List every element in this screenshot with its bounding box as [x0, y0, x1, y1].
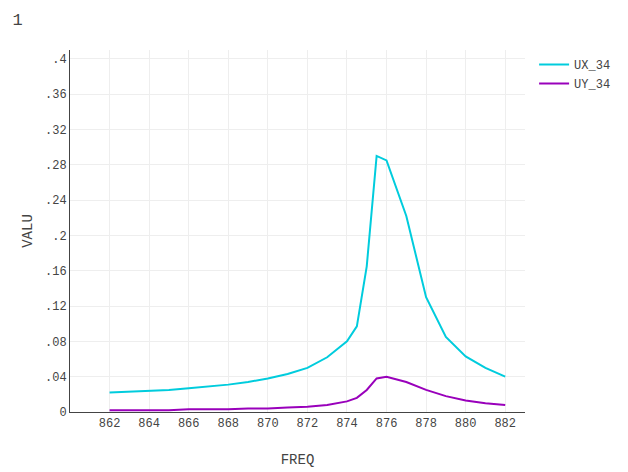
svg-text:.36: .36	[45, 88, 67, 102]
svg-text:.32: .32	[45, 124, 67, 138]
svg-text:.12: .12	[45, 300, 67, 314]
svg-text:.08: .08	[45, 336, 67, 350]
svg-text:880: 880	[455, 417, 477, 431]
svg-text:.16: .16	[45, 265, 67, 279]
svg-text:.2: .2	[52, 230, 66, 244]
svg-text:.28: .28	[45, 159, 67, 173]
svg-text:874: 874	[336, 417, 358, 431]
svg-text:876: 876	[376, 417, 398, 431]
svg-text:866: 866	[178, 417, 200, 431]
svg-text:870: 870	[257, 417, 279, 431]
svg-text:862: 862	[99, 417, 121, 431]
svg-text:864: 864	[138, 417, 160, 431]
svg-text:872: 872	[297, 417, 319, 431]
svg-text:UY_34: UY_34	[574, 78, 610, 92]
svg-text:.4: .4	[52, 53, 66, 67]
svg-text:0: 0	[59, 406, 66, 420]
svg-text:UX_34: UX_34	[574, 59, 610, 73]
svg-text:VALU: VALU	[20, 214, 36, 248]
svg-text:.04: .04	[45, 371, 67, 385]
svg-text:882: 882	[494, 417, 516, 431]
svg-text:878: 878	[415, 417, 437, 431]
svg-text:FREQ: FREQ	[281, 452, 315, 468]
svg-text:.24: .24	[45, 194, 67, 208]
svg-text:1: 1	[13, 11, 23, 30]
svg-text:868: 868	[217, 417, 239, 431]
